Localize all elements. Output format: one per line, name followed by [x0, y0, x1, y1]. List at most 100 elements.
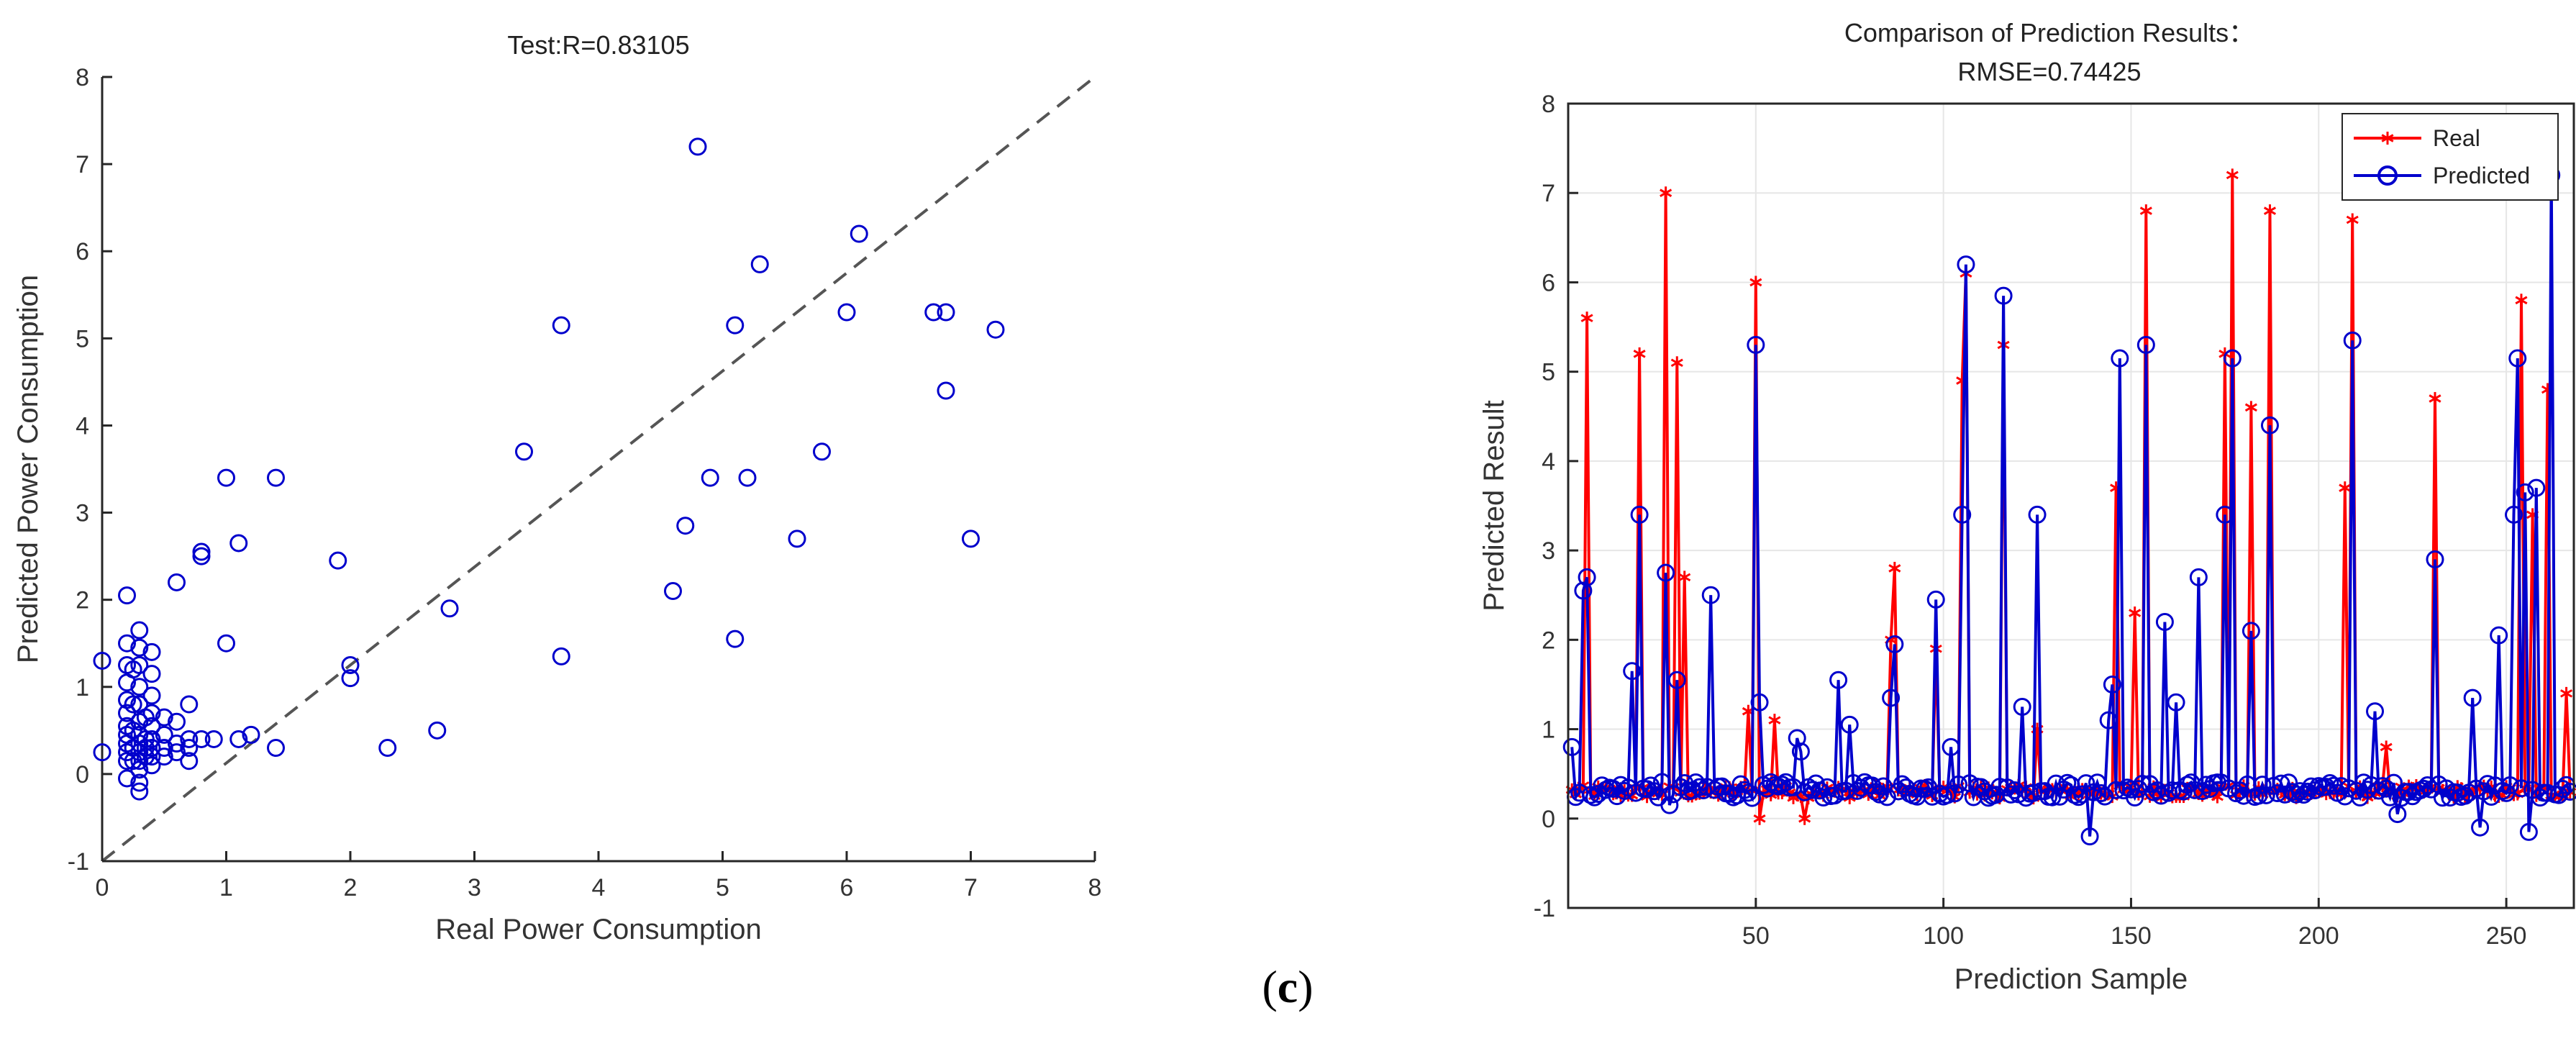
scatter-point — [142, 739, 161, 758]
series-real-point — [2139, 204, 2152, 218]
scatter-x-tick-label: 8 — [1088, 874, 1102, 901]
legend-box — [2341, 113, 2559, 201]
series-real-point-stroke — [1753, 814, 1766, 823]
series-predicted-point — [2467, 779, 2485, 798]
scatter-reference-line — [101, 76, 1096, 863]
series-real-point — [2560, 686, 2573, 700]
scatter-y-ticks: -1 0 1 2 3 4 5 6 7 8 — [68, 64, 112, 876]
series-predicted-point — [2490, 626, 2508, 645]
scatter-point — [937, 303, 955, 322]
panel-label-letter: c — [1277, 961, 1298, 1012]
scatter-point — [229, 730, 248, 748]
scatter-point — [130, 656, 149, 674]
scatter-y-tick-label: 6 — [76, 238, 89, 265]
series-predicted-point — [2223, 349, 2242, 368]
scatter-point — [130, 621, 149, 640]
scatter-point — [168, 735, 186, 753]
legend-real-marker-shape — [2381, 132, 2394, 145]
scatter-point — [837, 303, 856, 322]
scatter-point — [440, 599, 459, 618]
comparison-y-tick-label: 2 — [1542, 627, 1555, 654]
comparison-y-tick-label: 7 — [1542, 180, 1555, 207]
series-predicted-line — [1570, 175, 2572, 837]
series-predicted-point — [1882, 688, 1901, 707]
series-real-point — [1768, 714, 1781, 727]
series-predicted-point — [1615, 781, 1634, 800]
scatter-point — [750, 255, 769, 273]
comparison-x-tick-label: 100 — [1923, 922, 1964, 950]
series-predicted-point — [2216, 505, 2234, 524]
series-predicted-point — [1945, 784, 1964, 803]
series-real-point-stroke — [1633, 350, 1646, 358]
comparison-series — [1562, 165, 2576, 846]
scatter-title: Test:R=0.83105 — [507, 30, 689, 60]
scatter-point — [217, 634, 235, 653]
series-predicted-point — [2553, 780, 2572, 799]
scatter-point — [180, 695, 199, 714]
series-predicted-point — [1562, 737, 1581, 756]
scatter-x-tick-label: 6 — [840, 874, 854, 901]
series-predicted-point — [2249, 786, 2268, 805]
comparison-y-tick-label: -1 — [1534, 895, 1555, 922]
panel-label-open: ( — [1262, 961, 1278, 1012]
series-real-point-stroke — [1768, 716, 1781, 724]
scatter-point — [142, 686, 161, 705]
series-predicted-point — [2080, 827, 2099, 846]
series-predicted-point — [2508, 349, 2527, 368]
series-predicted-point — [1994, 286, 2013, 305]
series-predicted-point — [2418, 776, 2437, 795]
scatter-point — [962, 530, 980, 548]
comparison-y-tick-label: 6 — [1542, 269, 1555, 296]
scatter-point — [155, 739, 173, 758]
series-predicted-point — [2088, 773, 2107, 792]
series-predicted-point — [1623, 662, 1642, 681]
series-predicted-point — [2099, 711, 2118, 730]
series-real-point — [2515, 294, 2528, 307]
series-real-point-stroke — [1888, 564, 1901, 573]
scatter-point — [130, 782, 149, 801]
scatter-point — [192, 547, 211, 565]
comparison-chart: 50 100 150 200 250 -1 0 1 2 3 4 5 6 7 8 Comparison of… — [1478, 18, 2576, 995]
scatter-point — [93, 743, 111, 762]
scatter-point — [142, 717, 161, 735]
series-predicted-point — [2103, 675, 2121, 694]
scatter-point — [937, 381, 955, 400]
scatter-point — [168, 573, 186, 591]
series-predicted-point — [1840, 715, 1859, 734]
comparison-subtitle: RMSE=0.74425 — [1957, 57, 2141, 86]
scatter-point — [726, 316, 745, 335]
series-predicted-point — [1750, 693, 1769, 712]
scatter-y-axis-label: Predicted Power Consumption — [12, 275, 44, 663]
series-predicted-point — [1870, 785, 1889, 804]
scatter-point — [142, 730, 161, 748]
series-predicted-point — [1926, 590, 1945, 609]
series-real-point-stroke — [2380, 742, 2393, 752]
scatter-point — [515, 442, 533, 461]
series-predicted-point — [2260, 416, 2279, 435]
legend-real-marker-shape-stroke — [2381, 134, 2394, 142]
scatter-point — [986, 320, 1005, 339]
scatter-y-tick-label: 8 — [76, 64, 89, 91]
series-real-point — [1678, 571, 1691, 584]
scatter-point — [329, 551, 347, 570]
scatter-point — [664, 582, 682, 601]
series-predicted-point — [2152, 786, 2170, 805]
scatter-point — [180, 739, 199, 758]
series-real-point — [2346, 213, 2359, 227]
series-predicted-point — [2111, 349, 2129, 368]
scatter-point — [118, 586, 136, 605]
series-real-point-stroke — [2211, 792, 2224, 801]
series-predicted-point — [2253, 776, 2272, 794]
comparison-x-ticks: 50 100 150 200 250 — [1742, 898, 2526, 950]
series-predicted-point — [2471, 818, 2490, 837]
series-predicted-point — [2519, 822, 2538, 841]
scatter-point — [93, 651, 111, 670]
scatter-point — [124, 695, 142, 714]
series-predicted-point — [2527, 478, 2546, 497]
comparison-y-ticks: -1 0 1 2 3 4 5 6 7 8 — [1534, 91, 1578, 922]
series-predicted-point — [1938, 786, 1957, 804]
scatter-point — [180, 752, 199, 771]
scatter-y-tick-label: -1 — [68, 848, 89, 876]
series-real-point-stroke — [2139, 206, 2152, 215]
